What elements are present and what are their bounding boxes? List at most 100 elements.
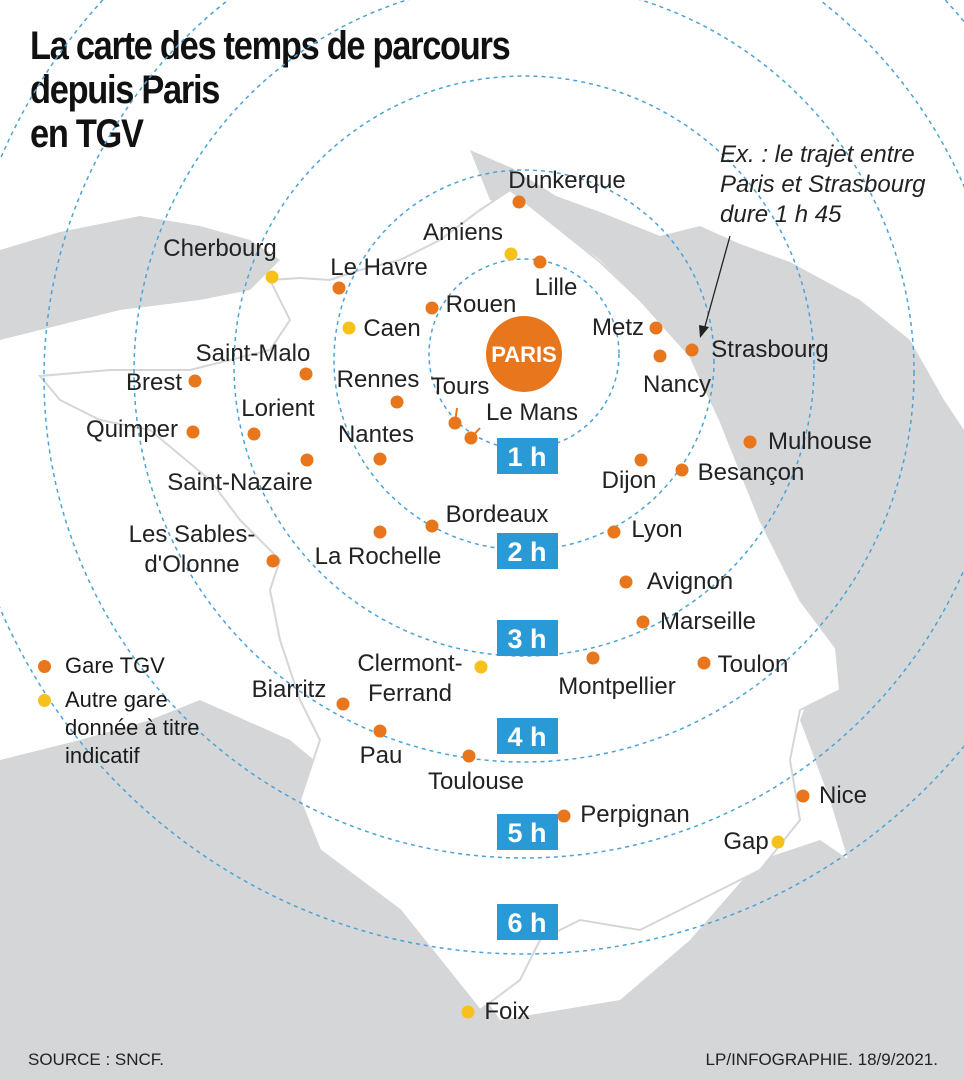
- time-label-2h: 2 h: [497, 533, 558, 569]
- legend: Gare TGV Autre gare donnée à titre indic…: [38, 652, 200, 776]
- station-dot: [390, 395, 404, 409]
- isochrone-ring: [233, 75, 815, 657]
- station-dot: [771, 835, 785, 849]
- station-toulouse: Toulouse: [428, 749, 524, 795]
- station-label: Metz: [592, 314, 644, 341]
- station-dot: [685, 343, 699, 357]
- station-le-mans: Le Mans: [464, 399, 578, 445]
- paris-label: PARIS: [491, 342, 557, 367]
- station-le-havre: Le Havre: [330, 254, 428, 295]
- station-dot: [796, 789, 810, 803]
- station-brest: Brest: [126, 369, 202, 396]
- station-label: Les Sables-: [129, 521, 256, 548]
- legend-row-tgv: Gare TGV: [38, 652, 200, 680]
- station-dot: [265, 270, 279, 284]
- britain-coast: [0, 216, 280, 340]
- station-cherbourg: Cherbourg: [163, 235, 279, 284]
- station-dot: [186, 425, 200, 439]
- station-label: Saint-Nazaire: [167, 469, 312, 496]
- station-dot: [342, 321, 356, 335]
- station-dot: [697, 656, 711, 670]
- station-dijon: Dijon: [602, 453, 657, 494]
- station-dot: [425, 301, 439, 315]
- station-besancon: Besançon: [675, 459, 805, 486]
- station-label: Brest: [126, 369, 182, 396]
- station-dot: [332, 281, 346, 295]
- station-amiens: Amiens: [423, 219, 518, 261]
- time-label-box: [497, 438, 558, 474]
- station-dot: [425, 519, 439, 533]
- time-label-box: [497, 904, 558, 940]
- yellow-dot-icon: [38, 694, 51, 707]
- station-quimper: Quimper: [86, 416, 200, 443]
- station-dot: [557, 809, 571, 823]
- time-label-text: 5 h: [507, 818, 546, 848]
- credit-note: LP/INFOGRAPHIE. 18/9/2021.: [705, 1050, 938, 1069]
- station-dot: [336, 697, 350, 711]
- station-label: Le Havre: [330, 254, 427, 281]
- station-montpellier: Montpellier: [558, 651, 676, 700]
- station-dot: [247, 427, 261, 441]
- station-label: Cherbourg: [163, 235, 276, 262]
- station-label: Gap: [723, 828, 768, 855]
- station-dot: [607, 525, 621, 539]
- source-note: SOURCE : SNCF.: [28, 1050, 165, 1069]
- title-line-3: en TGV: [30, 112, 144, 156]
- station-dot: [586, 651, 600, 665]
- station-mulhouse: Mulhouse: [743, 428, 872, 455]
- station-label: Tours: [431, 373, 490, 400]
- station-dot: [636, 615, 650, 629]
- note-line-1: Ex. : le trajet entre: [720, 141, 915, 168]
- station-saint-nazaire: Saint-Nazaire: [167, 453, 314, 496]
- station-dot: [649, 321, 663, 335]
- note-arrow-line: [703, 235, 731, 331]
- station-lorient: Lorient: [241, 395, 315, 441]
- legend-other-line-3: indicatif: [65, 743, 140, 768]
- time-label-6h: 6 h: [497, 904, 558, 940]
- station-la-rochelle: La Rochelle: [315, 525, 442, 570]
- title-line-1: La carte des temps de parcours: [30, 24, 511, 68]
- legend-other-line-2: donnée à titre: [65, 715, 200, 740]
- station-dot: [461, 1005, 475, 1019]
- station-label: La Rochelle: [315, 543, 442, 570]
- station-avignon: Avignon: [619, 568, 733, 595]
- legend-label-other: Autre gare donnée à titre indicatif: [65, 686, 200, 770]
- time-label-text: 2 h: [507, 537, 546, 567]
- note-line-2: Paris et Strasbourg: [720, 171, 926, 198]
- time-label-4h: 4 h: [497, 718, 558, 754]
- station-dot: [462, 749, 476, 763]
- station-toulon: Toulon: [697, 651, 789, 678]
- station-label: Besançon: [698, 459, 805, 486]
- station-label: Bordeaux: [446, 501, 549, 528]
- station-caen: Caen: [342, 315, 421, 342]
- neighbour-countries: [470, 150, 964, 1080]
- station-label: Perpignan: [580, 801, 689, 828]
- station-label: Lille: [535, 274, 578, 301]
- time-labels: 1 h 2 h 3 h 4 h 5 h 6 h: [497, 438, 558, 940]
- station-label: Ferrand: [368, 680, 452, 707]
- time-label-box: [497, 620, 558, 656]
- station-dot: [266, 554, 280, 568]
- station-label: Lyon: [631, 516, 682, 543]
- station-label: Montpellier: [558, 673, 675, 700]
- time-label-5h: 5 h: [497, 814, 558, 850]
- station-rennes: Rennes: [337, 366, 419, 409]
- station-label: Dijon: [602, 467, 657, 494]
- station-label: Caen: [363, 315, 420, 342]
- station-label: Toulon: [718, 651, 789, 678]
- station-dot: [512, 195, 526, 209]
- station-label: Foix: [484, 998, 529, 1025]
- station-nancy: Nancy: [643, 349, 711, 398]
- station-label: Nantes: [338, 421, 414, 448]
- time-label-text: 1 h: [507, 442, 546, 472]
- time-label-box: [497, 814, 558, 850]
- station-dot: [373, 525, 387, 539]
- spain: [0, 700, 964, 1080]
- station-strasbourg: Strasbourg: [685, 336, 829, 363]
- station-rouen: Rouen: [425, 291, 516, 318]
- station-nantes: Nantes: [338, 421, 414, 466]
- station-dot: [474, 660, 488, 674]
- time-label-text: 4 h: [507, 722, 546, 752]
- station-label: Toulouse: [428, 768, 524, 795]
